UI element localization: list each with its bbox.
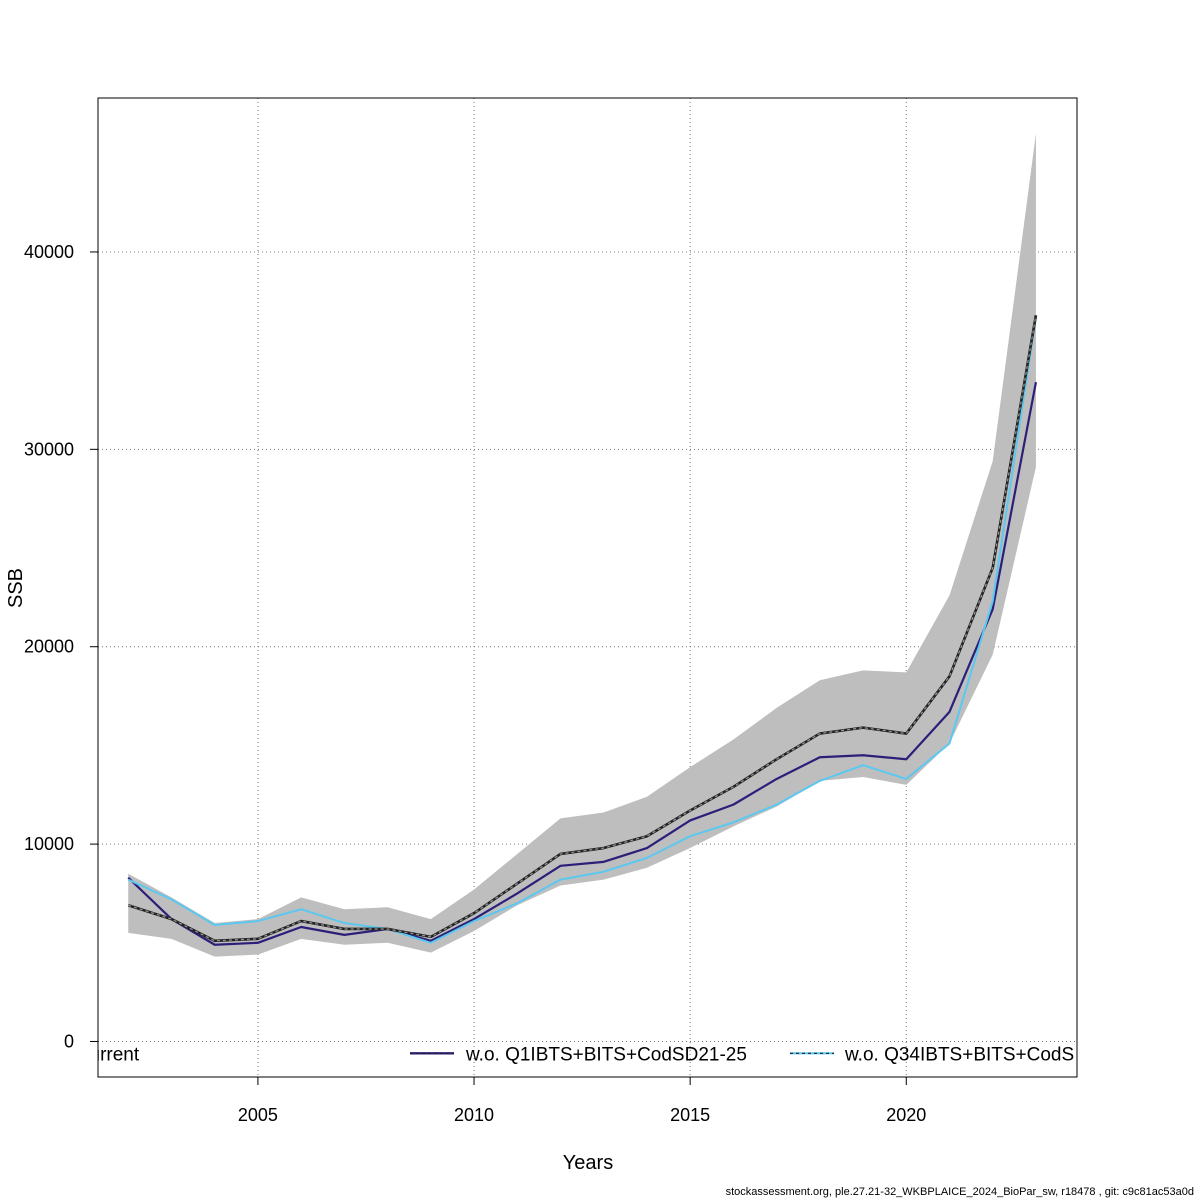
y-tick-label: 20000 bbox=[24, 637, 74, 657]
x-axis: 2005 2010 2015 2020 bbox=[238, 1077, 926, 1125]
plot-frame bbox=[97, 97, 1078, 1078]
legend-label-current: current bbox=[80, 1044, 140, 1065]
y-axis: 0 10000 20000 30000 40000 bbox=[24, 242, 98, 1051]
series-layer bbox=[127, 314, 1038, 946]
footer-source-note: stockassessment.org, ple.27.21-32_WKBPLA… bbox=[725, 1186, 1194, 1198]
y-tick-label: 30000 bbox=[24, 439, 74, 459]
confidence-band bbox=[128, 133, 1036, 957]
series-line-current-dash bbox=[128, 315, 1037, 942]
x-tick-label: 2020 bbox=[886, 1105, 926, 1125]
y-tick-label: 0 bbox=[64, 1031, 74, 1051]
series-line-w-o-q34 bbox=[127, 316, 1037, 944]
y-tick-label: 40000 bbox=[24, 242, 74, 262]
y-axis-title: SSB bbox=[5, 568, 27, 608]
confidence-band-layer bbox=[128, 133, 1036, 957]
x-tick-label: 2010 bbox=[454, 1105, 494, 1125]
legend-label-w-o-q34: w.o. Q34IBTS+BITS+CodS bbox=[844, 1044, 1074, 1065]
x-tick-label: 2015 bbox=[670, 1105, 710, 1125]
series-line-w-o-q1 bbox=[127, 382, 1038, 946]
legend: current w.o. Q1IBTS+BITS+CodSD21-25 w.o. Q… bbox=[80, 1044, 1074, 1065]
y-tick-label: 10000 bbox=[24, 834, 74, 854]
legend-label-w-o-q1: w.o. Q1IBTS+BITS+CodSD21-25 bbox=[465, 1044, 747, 1065]
x-axis-title: Years bbox=[563, 1152, 613, 1174]
x-tick-label: 2005 bbox=[238, 1105, 278, 1125]
